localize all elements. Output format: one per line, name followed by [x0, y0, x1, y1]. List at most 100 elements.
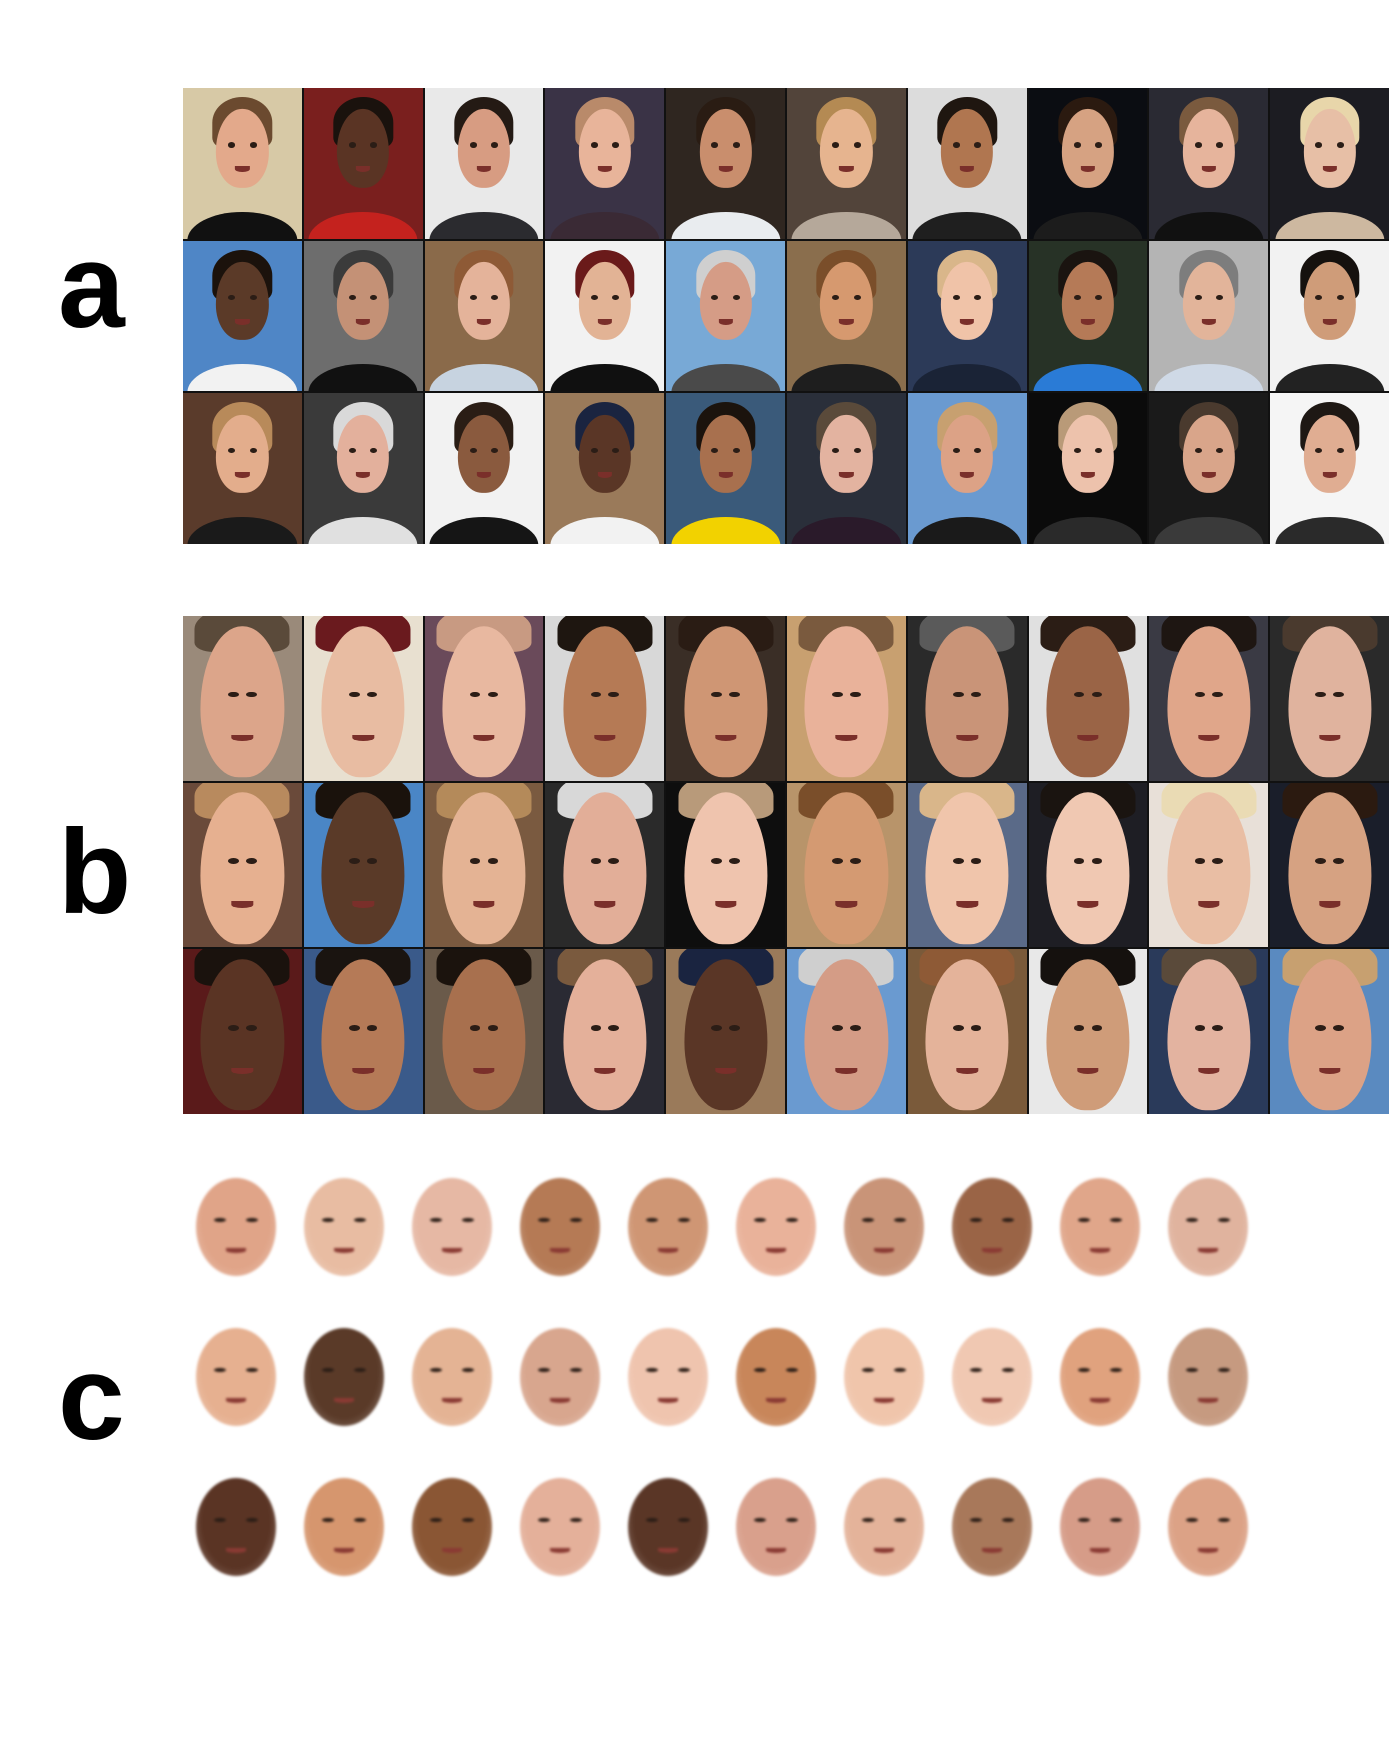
masked-face	[628, 1178, 708, 1276]
face	[337, 414, 390, 493]
clothing	[429, 516, 539, 545]
eye	[729, 1025, 740, 1031]
eye	[862, 1218, 874, 1222]
eye	[952, 447, 961, 453]
eye	[1215, 447, 1224, 453]
masked-face	[1060, 1328, 1140, 1426]
eye	[1212, 1025, 1224, 1031]
eye	[970, 858, 982, 865]
eye	[590, 294, 598, 301]
panel-label-b: b	[58, 805, 132, 939]
eye	[952, 294, 961, 301]
eye	[862, 1368, 874, 1372]
eye	[1218, 1218, 1230, 1222]
masked-face	[952, 1478, 1032, 1576]
face	[1182, 414, 1235, 493]
eye	[1215, 294, 1224, 301]
mouth	[1318, 901, 1341, 908]
eye	[832, 691, 843, 698]
face	[684, 625, 768, 778]
mouth	[597, 471, 612, 478]
masked-face	[1168, 1328, 1248, 1426]
panel-label-c: c	[58, 1331, 125, 1465]
eye	[348, 294, 357, 301]
mouth	[835, 734, 858, 742]
mouth	[597, 166, 612, 173]
celebrity-photo	[545, 240, 665, 392]
clothing	[1154, 516, 1264, 545]
face	[1046, 625, 1130, 778]
face	[457, 109, 511, 188]
aligned-face-crop	[786, 616, 906, 781]
mouth	[1198, 901, 1220, 908]
celebrity-photo	[666, 393, 785, 545]
eye	[348, 691, 360, 698]
clothing	[550, 364, 660, 392]
eye	[754, 1518, 766, 1522]
celebrity-photo	[1270, 88, 1389, 239]
celebrity-photo	[1149, 393, 1269, 545]
eye	[1110, 1218, 1122, 1222]
mouth	[658, 1398, 678, 1403]
celebrity-photo	[424, 88, 544, 239]
eye	[853, 447, 861, 453]
eye	[1315, 1025, 1326, 1031]
mouth	[658, 1548, 678, 1553]
eye	[1333, 691, 1344, 698]
mouth	[766, 1248, 786, 1253]
eye	[1194, 1025, 1206, 1031]
face	[200, 959, 284, 1111]
eye	[832, 142, 840, 148]
eye	[366, 858, 378, 865]
eye	[1095, 447, 1103, 453]
clothing	[308, 516, 418, 545]
face	[1303, 109, 1356, 188]
mouth	[594, 1067, 616, 1075]
aligned-face-crop	[907, 782, 1027, 948]
eye	[1073, 858, 1085, 865]
mouth	[334, 1398, 354, 1403]
eye	[853, 294, 861, 301]
face	[1287, 959, 1372, 1111]
masked-face	[736, 1328, 816, 1426]
clothing	[1154, 364, 1264, 392]
face	[337, 261, 390, 341]
eye	[974, 447, 982, 453]
mouth	[550, 1248, 570, 1253]
clothing	[1274, 364, 1385, 392]
face	[442, 625, 526, 778]
eye	[1073, 142, 1081, 148]
aligned-face-crop	[545, 616, 665, 781]
mouth	[1077, 901, 1099, 908]
face	[1303, 261, 1356, 341]
eye	[1194, 142, 1202, 148]
eye	[370, 294, 378, 301]
eye	[570, 1518, 582, 1522]
masked-face	[196, 1178, 276, 1276]
face	[941, 414, 994, 493]
eye	[853, 142, 861, 148]
aligned-face-crop	[907, 616, 1027, 781]
mouth	[594, 734, 616, 742]
eye	[608, 858, 620, 865]
mouth	[718, 319, 733, 326]
eye	[711, 1025, 723, 1031]
eye	[1002, 1518, 1014, 1522]
mouth	[839, 166, 854, 173]
eye	[354, 1218, 366, 1222]
eye	[711, 858, 723, 865]
eye	[970, 1218, 982, 1222]
face	[925, 792, 1009, 945]
aligned-face-crop	[1149, 949, 1269, 1115]
celebrity-photo	[1149, 240, 1269, 392]
eye	[430, 1368, 442, 1372]
mouth	[718, 166, 733, 173]
face	[563, 792, 647, 945]
panel-c-masked-face-grid	[196, 1178, 1386, 1628]
mouth	[473, 901, 495, 908]
eye	[228, 294, 236, 301]
panel-b-aligned-face-grid	[183, 616, 1389, 1115]
mouth	[982, 1248, 1002, 1253]
mouth	[835, 1067, 858, 1075]
eye	[469, 142, 477, 148]
